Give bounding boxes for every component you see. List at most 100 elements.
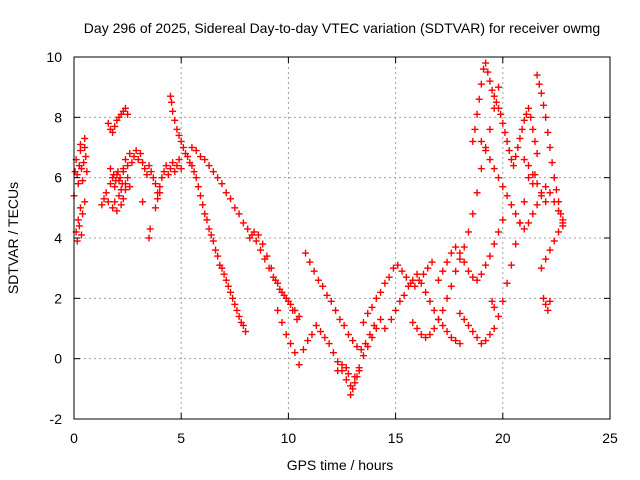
data-point bbox=[156, 189, 164, 197]
data-point bbox=[136, 150, 144, 158]
data-point bbox=[302, 249, 310, 257]
data-point bbox=[205, 162, 213, 170]
data-point bbox=[456, 309, 464, 317]
data-point bbox=[272, 276, 280, 284]
data-point bbox=[323, 291, 331, 299]
data-point bbox=[525, 162, 533, 170]
data-point bbox=[507, 156, 515, 164]
data-point bbox=[175, 131, 183, 139]
data-point bbox=[267, 264, 275, 272]
data-point bbox=[419, 270, 427, 278]
data-point bbox=[520, 225, 528, 233]
data-point bbox=[235, 210, 243, 218]
data-point bbox=[82, 153, 90, 161]
data-point bbox=[542, 255, 550, 263]
data-point bbox=[162, 162, 170, 170]
data-point bbox=[527, 113, 535, 121]
data-point bbox=[349, 385, 357, 393]
data-point bbox=[525, 174, 533, 182]
data-point bbox=[497, 110, 505, 118]
data-point bbox=[503, 279, 511, 287]
data-point bbox=[344, 370, 352, 378]
data-points bbox=[70, 59, 567, 399]
data-point bbox=[199, 201, 207, 209]
data-point bbox=[443, 328, 451, 336]
data-point bbox=[111, 183, 119, 191]
data-point bbox=[452, 337, 460, 345]
data-point bbox=[522, 110, 530, 118]
data-point bbox=[422, 334, 430, 342]
data-point bbox=[233, 306, 241, 314]
data-point bbox=[537, 264, 545, 272]
axis-ticks bbox=[73, 56, 611, 420]
data-point bbox=[357, 346, 365, 354]
data-point bbox=[312, 321, 320, 329]
data-point bbox=[492, 98, 500, 106]
y-tick-label: 4 bbox=[54, 230, 62, 246]
y-tick-label: 6 bbox=[54, 170, 62, 186]
data-point bbox=[327, 297, 335, 305]
data-point bbox=[456, 249, 464, 257]
data-point bbox=[81, 144, 89, 151]
data-point bbox=[482, 147, 490, 155]
data-point bbox=[124, 162, 132, 170]
data-point bbox=[411, 282, 419, 290]
data-point bbox=[546, 297, 554, 305]
data-point bbox=[344, 331, 352, 339]
data-point bbox=[490, 165, 498, 173]
data-point bbox=[486, 331, 494, 339]
data-point bbox=[203, 216, 211, 224]
data-point bbox=[134, 156, 142, 164]
data-point bbox=[220, 270, 228, 278]
data-point bbox=[280, 291, 288, 299]
data-point bbox=[353, 373, 361, 381]
data-point bbox=[507, 201, 515, 209]
data-point bbox=[121, 186, 129, 194]
data-point bbox=[126, 183, 134, 191]
data-point bbox=[372, 294, 380, 302]
data-point bbox=[349, 337, 357, 345]
data-point bbox=[359, 318, 367, 326]
data-point bbox=[196, 153, 204, 161]
data-point bbox=[495, 312, 503, 320]
data-point bbox=[179, 144, 187, 151]
data-point bbox=[385, 273, 393, 281]
data-point bbox=[495, 174, 503, 182]
data-point bbox=[239, 321, 247, 329]
data-point bbox=[246, 234, 254, 242]
data-point bbox=[409, 318, 417, 326]
data-point bbox=[242, 328, 250, 336]
data-point bbox=[542, 183, 550, 191]
data-point bbox=[151, 204, 159, 212]
data-point bbox=[537, 189, 545, 197]
data-point bbox=[171, 168, 179, 176]
data-point bbox=[239, 219, 247, 227]
data-point bbox=[426, 331, 434, 339]
data-point bbox=[342, 376, 350, 384]
data-point bbox=[501, 128, 509, 136]
data-point bbox=[205, 225, 213, 233]
data-point bbox=[112, 177, 120, 185]
data-point bbox=[139, 198, 147, 206]
data-point bbox=[430, 325, 438, 332]
y-tick-label: 10 bbox=[46, 49, 62, 65]
y-axis-label: SDTVAR / TECUs bbox=[5, 182, 21, 294]
data-point bbox=[76, 140, 84, 148]
data-point bbox=[355, 367, 363, 375]
data-point bbox=[389, 264, 397, 272]
data-point bbox=[83, 168, 91, 176]
data-point bbox=[340, 321, 348, 329]
data-point bbox=[115, 192, 123, 200]
data-point bbox=[464, 321, 472, 329]
data-point bbox=[505, 147, 513, 155]
data-point bbox=[73, 171, 81, 179]
data-point bbox=[192, 174, 200, 182]
data-point bbox=[396, 297, 404, 305]
data-point bbox=[546, 144, 554, 151]
data-point bbox=[147, 168, 155, 176]
data-point bbox=[244, 225, 252, 233]
data-point bbox=[413, 270, 421, 278]
data-point bbox=[398, 267, 406, 275]
data-point bbox=[516, 219, 524, 227]
data-point bbox=[430, 306, 438, 314]
